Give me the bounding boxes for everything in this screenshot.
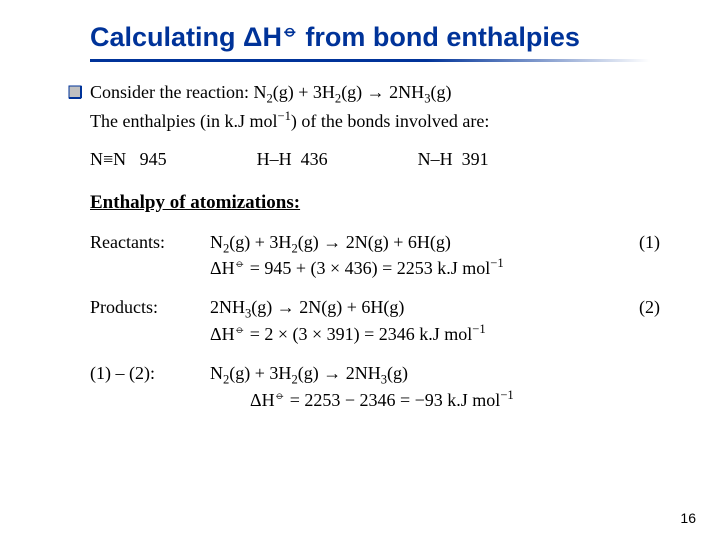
intro-equation: N2(g) + 3H2(g) → 2NH3(g) bbox=[253, 82, 451, 102]
difference-calc: ΔH⦵ = 2253 − 2346 = −93 k.J mol−1 bbox=[210, 388, 670, 411]
products-body: 2NH3(g) → 2N(g) + 6H(g) ΔH⦵ = 2 × (3 × 3… bbox=[210, 297, 670, 345]
difference-label: (1) – (2): bbox=[90, 363, 210, 384]
bond-enthalpy-row: N≡N 945 H–H 436 N–H 391 bbox=[90, 149, 670, 170]
bond-nh: N–H 391 bbox=[418, 149, 489, 170]
title-text-pre: Calculating bbox=[90, 22, 243, 52]
bond-nn: N≡N 945 bbox=[90, 149, 167, 170]
slide-number: 16 bbox=[680, 510, 696, 526]
bullet-icon bbox=[68, 85, 82, 99]
products-eqn: 2NH3(g) → 2N(g) + 6H(g) bbox=[210, 297, 670, 322]
bond-hh: H–H 436 bbox=[257, 149, 328, 170]
difference-eqn: N2(g) + 3H2(g) → 2NH3(g) bbox=[210, 363, 670, 388]
products-label: Products: bbox=[90, 297, 210, 318]
difference-body: N2(g) + 3H2(g) → 2NH3(g) ΔH⦵ = 2253 − 23… bbox=[210, 363, 670, 411]
atomization-heading: Enthalpy of atomizations: bbox=[90, 192, 670, 214]
products-row: Products: 2NH3(g) → 2N(g) + 6H(g) ΔH⦵ = … bbox=[90, 297, 670, 345]
bond-nh-value: 391 bbox=[462, 149, 489, 169]
reactants-eqnum: (1) bbox=[639, 232, 660, 253]
difference-row: (1) – (2): N2(g) + 3H2(g) → 2NH3(g) ΔH⦵ … bbox=[90, 363, 670, 411]
slide-title: Calculating ΔH⦵ from bond enthalpies bbox=[90, 20, 670, 53]
title-underline bbox=[90, 59, 650, 62]
bond-hh-label: H–H bbox=[257, 149, 292, 169]
intro-block: Consider the reaction: N2(g) + 3H2(g) → … bbox=[90, 80, 670, 133]
bond-nn-label: N≡N bbox=[90, 149, 126, 169]
reactants-label: Reactants: bbox=[90, 232, 210, 253]
slide-content: Calculating ΔH⦵ from bond enthalpies Con… bbox=[0, 0, 720, 540]
bond-nn-value: 945 bbox=[140, 149, 167, 169]
title-text-post: from bond enthalpies bbox=[298, 22, 580, 52]
intro-line-1: Consider the reaction: N2(g) + 3H2(g) → … bbox=[90, 80, 670, 108]
bond-nh-label: N–H bbox=[418, 149, 453, 169]
title-standard-symbol: ⦵ bbox=[282, 20, 298, 41]
intro-line-2: The enthalpies (in k.J mol−1) of the bon… bbox=[90, 108, 670, 133]
reactants-row: Reactants: N2(g) + 3H2(g) → 2N(g) + 6H(g… bbox=[90, 232, 670, 280]
reactants-body: N2(g) + 3H2(g) → 2N(g) + 6H(g) ΔH⦵ = 945… bbox=[210, 232, 670, 280]
reactants-eqn: N2(g) + 3H2(g) → 2N(g) + 6H(g) bbox=[210, 232, 670, 257]
title-delta-h: ΔH bbox=[243, 22, 282, 52]
bond-hh-value: 436 bbox=[301, 149, 328, 169]
reactants-calc: ΔH⦵ = 945 + (3 × 436) = 2253 k.J mol−1 bbox=[210, 256, 670, 279]
intro-pretext: Consider the reaction: bbox=[90, 82, 253, 102]
products-eqnum: (2) bbox=[639, 297, 660, 318]
products-calc: ΔH⦵ = 2 × (3 × 391) = 2346 k.J mol−1 bbox=[210, 322, 670, 345]
